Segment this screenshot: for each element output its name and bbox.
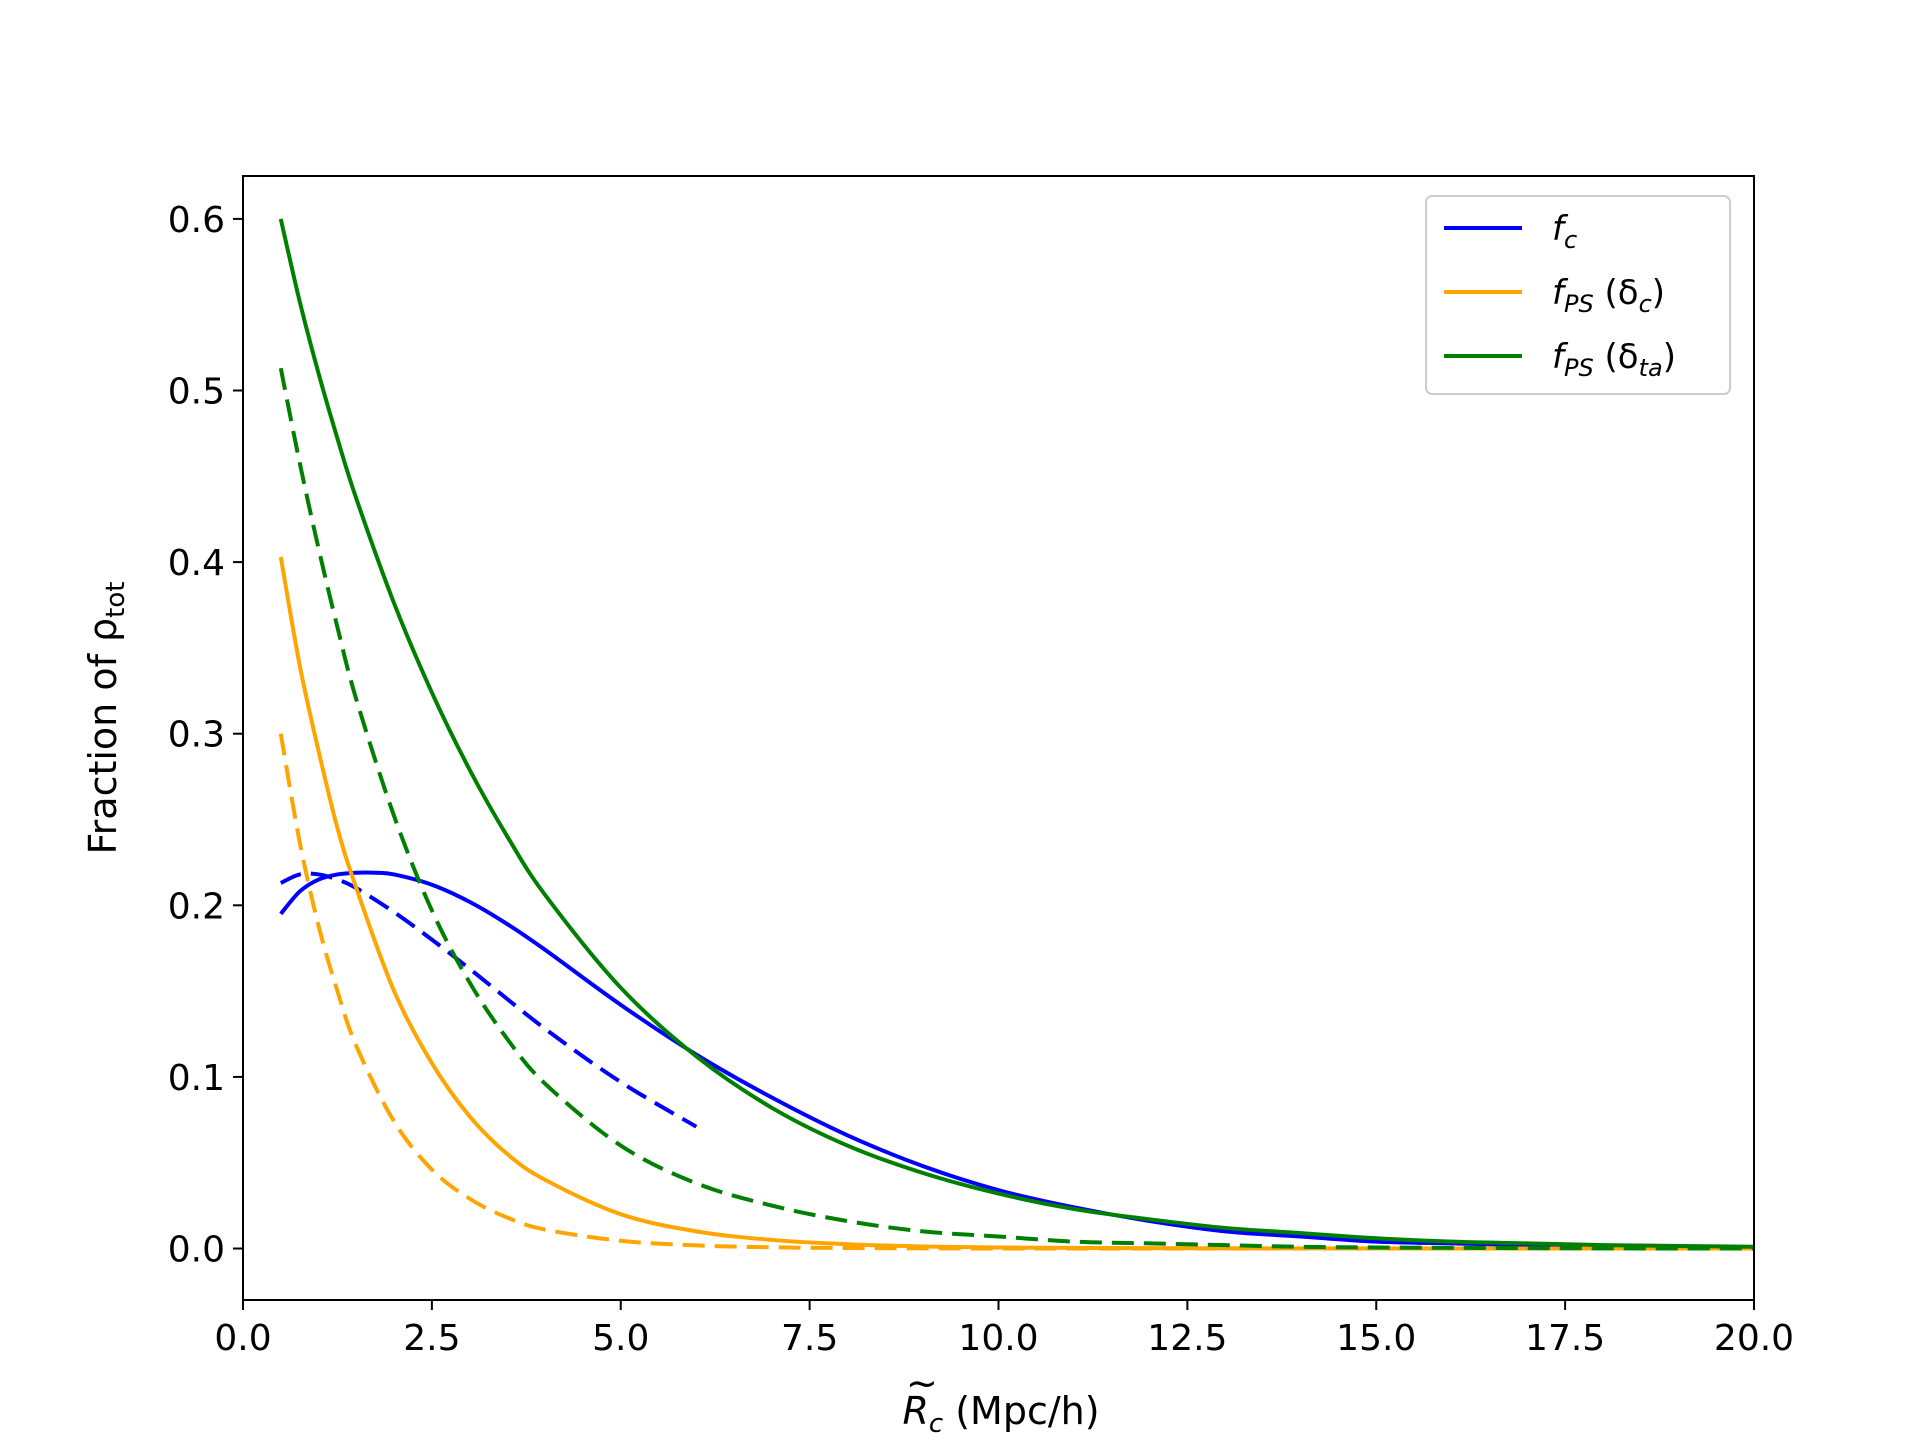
y-axis: 0.0 0.1 0.2 0.3 0.4 0.5 0.6: [168, 200, 243, 1271]
x-axis-label: Rc (Mpc/h) ~: [902, 1361, 1099, 1439]
y-tick-label: 0.4: [168, 543, 225, 584]
legend-label-fps-deltata: fPS (δta): [1552, 337, 1676, 382]
x-tick-label: 20.0: [1714, 1318, 1794, 1359]
x-tick-label: 12.5: [1147, 1318, 1227, 1359]
series-line-fc-dashed: [279, 871, 698, 1129]
x-axis: 0.0 2.5 5.0 7.5 10.0 12.5 15.0 17.5 20.0: [214, 1300, 1794, 1359]
y-axis-label-main: Fraction of ρ: [81, 618, 125, 855]
x-tick-label: 17.5: [1525, 1318, 1605, 1359]
y-tick-label: 0.2: [168, 886, 225, 927]
y-axis-label-sub: tot: [101, 582, 131, 618]
legend: fc fPS (δc) fPS (δta): [1425, 195, 1731, 395]
series-line-fps-ta-solid: [278, 218, 1754, 1249]
x-tick-label: 2.5: [403, 1318, 460, 1359]
x-axis-label-units: (Mpc/h): [943, 1389, 1099, 1433]
x-tick-label: 15.0: [1336, 1318, 1416, 1359]
x-axis-label-tilde: ~: [906, 1361, 938, 1405]
y-axis-label: Fraction of ρtot: [81, 582, 131, 855]
series-line-fps-c-dashed: [278, 733, 1754, 1251]
y-tick-label: 0.3: [168, 715, 225, 756]
y-tick-label: 0.0: [168, 1230, 225, 1271]
legend-box: [1425, 195, 1731, 395]
series-line-fps-ta-dashed: [278, 367, 1754, 1251]
x-tick-label: 5.0: [592, 1318, 649, 1359]
y-tick-label: 0.6: [168, 200, 225, 241]
y-tick-label: 0.5: [168, 372, 225, 413]
y-tick-label: 0.1: [168, 1058, 225, 1099]
x-tick-label: 10.0: [958, 1318, 1038, 1359]
x-tick-label: 7.5: [781, 1318, 838, 1359]
svg-text:Rc (Mpc/h): Rc (Mpc/h): [902, 1389, 1099, 1439]
x-tick-label: 0.0: [214, 1318, 271, 1359]
x-axis-label-sub: c: [929, 1409, 943, 1439]
series-layer: [278, 218, 1754, 1251]
x-axis-label-main: R: [902, 1389, 928, 1433]
svg-text:Fraction of ρtot: Fraction of ρtot: [81, 582, 131, 855]
